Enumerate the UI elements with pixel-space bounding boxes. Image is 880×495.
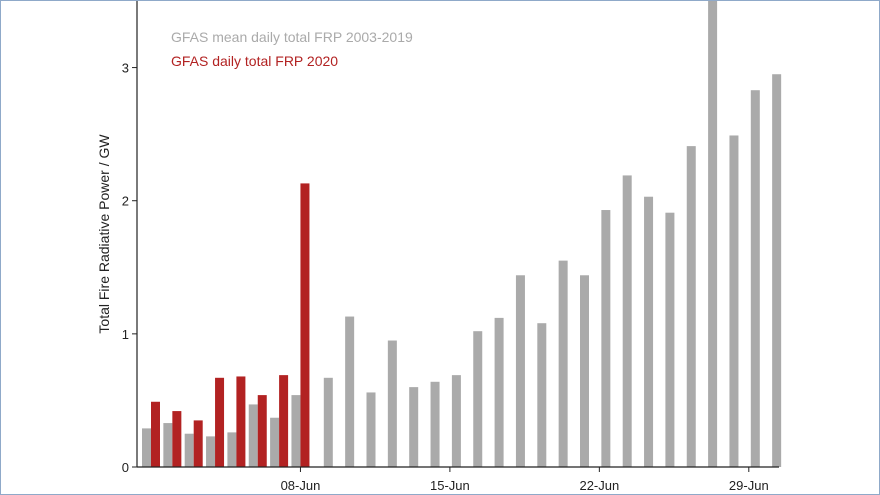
mean-bar: [686, 146, 696, 467]
frp-2020-bar: [215, 377, 225, 467]
mean-bar: [163, 423, 173, 467]
x-tick-label: 08-Jun: [281, 478, 321, 493]
mean-bar: [665, 212, 675, 467]
x-tick-label: 22-Jun: [579, 478, 619, 493]
mean-bar: [270, 417, 280, 467]
x-tick-label: 15-Jun: [430, 478, 470, 493]
legend-entry: GFAS daily total FRP 2020: [171, 53, 338, 69]
mean-bar: [248, 404, 258, 467]
mean-bar: [184, 433, 194, 467]
y-tick-label: 2: [122, 194, 129, 209]
mean-bar: [451, 375, 461, 467]
mean-bar: [206, 436, 216, 467]
mean-bar: [430, 381, 440, 467]
y-tick-label: 0: [122, 460, 129, 475]
mean-bar: [708, 1, 718, 467]
frp-2020-bar: [257, 395, 267, 467]
y-tick-label: 1: [122, 327, 129, 342]
mean-bar: [601, 210, 611, 467]
mean-bar: [345, 316, 355, 467]
legend: GFAS mean daily total FRP 2003-2019 GFAS …: [171, 29, 413, 69]
mean-bar: [366, 392, 376, 467]
y-axis-label: Total Fire Radiative Power / GW: [96, 134, 112, 334]
mean-bar: [494, 317, 504, 467]
mean-bar: [515, 275, 525, 467]
mean-bar: [558, 260, 568, 467]
bars-layer: [142, 1, 782, 468]
legend-entry: GFAS mean daily total FRP 2003-2019: [171, 29, 413, 45]
mean-bar: [750, 90, 760, 467]
mean-bar: [227, 432, 237, 467]
frp-2020-bar: [279, 375, 289, 467]
mean-bar: [537, 323, 547, 467]
mean-bar: [291, 395, 301, 467]
mean-bar: [387, 340, 397, 467]
mean-bar: [622, 175, 632, 467]
mean-bar: [142, 428, 151, 467]
mean-bar: [473, 331, 483, 467]
mean-bar: [644, 196, 654, 467]
mean-bar: [772, 74, 782, 467]
x-tick-label: 29-Jun: [729, 478, 769, 493]
frp-2020-bar: [236, 376, 246, 467]
frp-2020-bar: [300, 183, 310, 468]
mean-bar: [409, 387, 419, 467]
axes-layer: 0 1 2 3 08-Jun 15-Jun 22-Jun 29-Jun: [122, 1, 779, 493]
mean-bar: [323, 377, 333, 467]
frp-2020-bar: [172, 411, 182, 467]
mean-bar: [729, 135, 739, 467]
frp-2020-bar: [151, 401, 160, 467]
frp-2020-bar: [193, 420, 203, 467]
y-tick-label: 3: [122, 61, 129, 76]
mean-bar: [580, 275, 589, 467]
